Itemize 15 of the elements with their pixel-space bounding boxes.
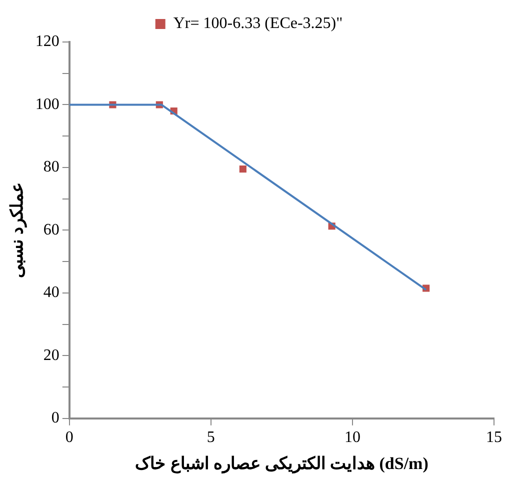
x-tick-label: 5 — [206, 429, 215, 446]
x-tick-label: 0 — [65, 429, 74, 446]
y-axis-title: عملکرد نسبی — [8, 182, 28, 278]
y-tick-label: 120 — [35, 33, 60, 50]
y-tick-label: 0 — [51, 410, 60, 427]
y-tick-label: 100 — [35, 96, 60, 113]
x-axis-title: هدایت الکتریکی عصاره اشباع خاک (dS/m) — [135, 454, 428, 474]
y-tick-label: 60 — [43, 221, 60, 238]
legend-label: Yr= 100-6.33 (ECe-3.25)" — [173, 15, 343, 32]
y-tick-label: 40 — [43, 284, 60, 302]
point — [239, 166, 246, 173]
x-tick-label: 15 — [486, 429, 502, 446]
y-tick-label: 20 — [43, 346, 60, 364]
y-tick-label: 80 — [43, 158, 60, 176]
x-tick-label: 10 — [344, 429, 360, 446]
